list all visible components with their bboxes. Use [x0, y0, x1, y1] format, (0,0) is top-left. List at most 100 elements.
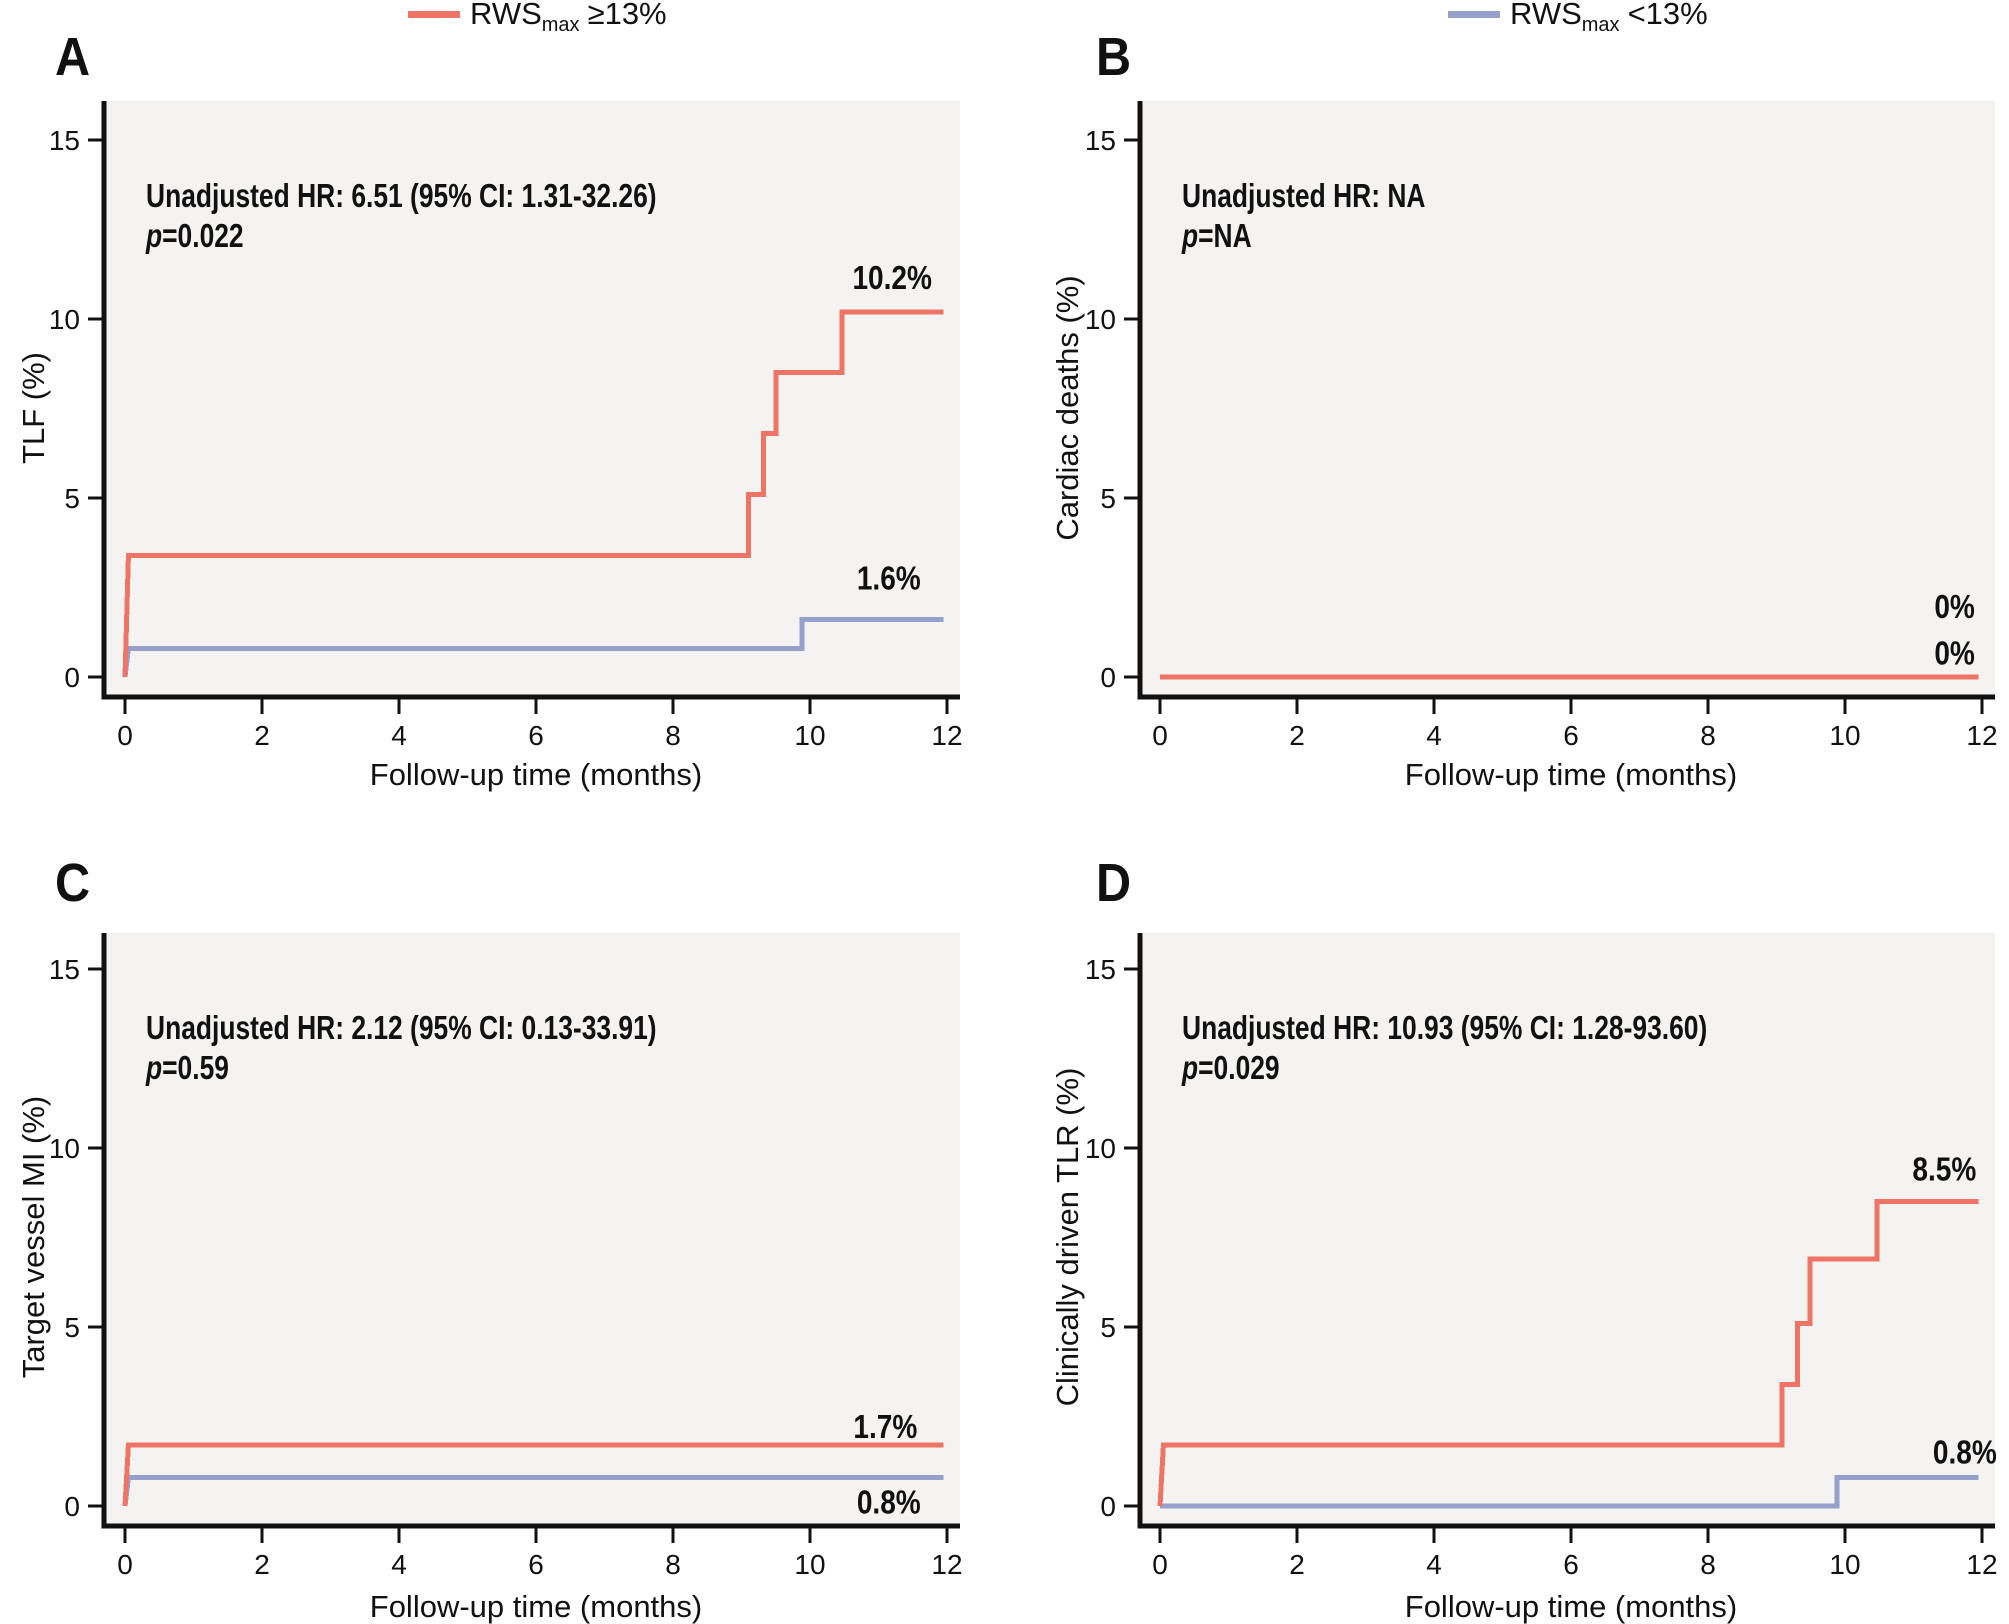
x-tick-label-b: 6: [1563, 720, 1579, 751]
annotation-p-symbol-c: p: [146, 1049, 163, 1086]
legend-item-high: RWSmax ≥13%: [0, 0, 700, 35]
x-tick-label-b: 0: [1152, 720, 1168, 751]
end-label-low-a: 1.6%: [857, 560, 921, 597]
legend-label-low-rws: RWS: [1510, 0, 1582, 31]
x-tick-label-a: 12: [931, 720, 962, 751]
legend-label-low-cmp: <13%: [1627, 0, 1708, 31]
x-tick-label-b: 4: [1426, 720, 1442, 751]
km-curve-high-c: [122, 1442, 944, 1507]
annotation-panel-b: Unadjusted HR: NA p=NA: [1182, 176, 1425, 256]
x-tick-label-b: 2: [1289, 720, 1305, 751]
annotation-p-d: p=0.029: [1182, 1048, 1707, 1088]
y-tick-label-d: 5: [1100, 1312, 1116, 1343]
x-tick-label-a: 2: [254, 720, 270, 751]
y-tick-label-a: 15: [49, 125, 80, 156]
annotation-panel-d: Unadjusted HR: 10.93 (95% CI: 1.28-93.60…: [1182, 1008, 1707, 1088]
y-tick-label-b: 10: [1085, 304, 1116, 335]
annotation-hr-a: Unadjusted HR: 6.51 (95% CI: 1.31-32.26): [146, 177, 657, 214]
legend-label-high-sub: max: [541, 14, 580, 37]
y-tick-label-a: 0: [64, 662, 80, 693]
x-tick-label-b: 10: [1829, 720, 1860, 751]
legend-line-high-icon: [408, 11, 460, 18]
x-tick-label-b: 12: [1966, 720, 1997, 751]
x-tick-label-d: 4: [1426, 1549, 1442, 1580]
x-tick-label-c: 6: [528, 1549, 544, 1580]
annotation-p-value-c: =0.59: [162, 1049, 229, 1086]
legend-label-low: RWSmax <13%: [1510, 0, 1708, 35]
x-tick-label-c: 12: [931, 1549, 962, 1580]
annotation-p-b: p=NA: [1182, 216, 1425, 256]
y-axis-title-a: TLF (%): [16, 352, 51, 464]
x-tick-label-c: 8: [665, 1549, 681, 1580]
y-tick-label-b: 5: [1100, 483, 1116, 514]
end-label-low-b: 0%: [1934, 589, 1975, 626]
legend-label-high-cmp: ≥13%: [587, 0, 667, 31]
panel-letter-b: B: [1096, 27, 1132, 87]
annotation-hr-c: Unadjusted HR: 2.12 (95% CI: 0.13-33.91): [146, 1009, 657, 1046]
y-tick-label-c: 5: [64, 1312, 80, 1343]
y-axis-title-d: Clinically driven TLR (%): [1050, 1067, 1085, 1407]
legend-label-low-sub: max: [1581, 14, 1620, 37]
x-tick-label-c: 10: [794, 1549, 825, 1580]
y-tick-label-b: 0: [1100, 662, 1116, 693]
annotation-p-symbol-a: p: [146, 217, 163, 254]
y-axis-title-b: Cardiac deaths (%): [1050, 275, 1085, 541]
end-label-low-d: 0.8%: [1933, 1434, 1997, 1471]
legend-item-low: RWSmax <13%: [1040, 0, 1740, 35]
y-axis-title-c: Target vessel MI (%): [16, 1095, 51, 1379]
annotation-p-a: p=0.022: [146, 216, 657, 256]
annotation-p-symbol-d: p: [1182, 1049, 1199, 1086]
km-curve-high-d: [1157, 1199, 1979, 1507]
x-axis-title-b: Follow-up time (months): [1404, 757, 1738, 792]
end-label-high-c: 1.7%: [853, 1409, 917, 1446]
annotation-hr-b: Unadjusted HR: NA: [1182, 177, 1426, 214]
x-tick-label-c: 2: [254, 1549, 270, 1580]
x-tick-label-d: 0: [1152, 1549, 1168, 1580]
x-axis-title-a: Follow-up time (months): [369, 757, 703, 792]
plot-area-a: [104, 101, 960, 697]
x-tick-label-a: 8: [665, 720, 681, 751]
legend-label-high: RWSmax ≥13%: [470, 0, 667, 35]
x-tick-label-d: 8: [1700, 1549, 1716, 1580]
y-tick-label-c: 10: [49, 1133, 80, 1164]
plot-area-c: [104, 933, 960, 1526]
x-tick-label-d: 2: [1289, 1549, 1305, 1580]
annotation-p-value-b: =NA: [1198, 217, 1252, 254]
end-label-low-c: 0.8%: [857, 1484, 921, 1521]
x-tick-label-d: 6: [1563, 1549, 1579, 1580]
y-tick-label-a: 5: [64, 483, 80, 514]
x-tick-label-b: 8: [1700, 720, 1716, 751]
y-tick-label-d: 0: [1100, 1491, 1116, 1522]
x-tick-label-a: 4: [391, 720, 407, 751]
x-tick-label-d: 10: [1829, 1549, 1860, 1580]
end-label-high-d: 8.5%: [1912, 1151, 1976, 1188]
annotation-panel-c: Unadjusted HR: 2.12 (95% CI: 0.13-33.91)…: [146, 1008, 657, 1088]
y-tick-label-d: 10: [1085, 1133, 1116, 1164]
annotation-panel-a: Unadjusted HR: 6.51 (95% CI: 1.31-32.26)…: [146, 176, 657, 256]
panel-letter-c: C: [55, 853, 91, 913]
y-tick-label-d: 15: [1085, 954, 1116, 985]
km-curve-high-a: [122, 309, 944, 678]
x-tick-label-d: 12: [1966, 1549, 1997, 1580]
km-curve-low-d: [1160, 1474, 1979, 1509]
x-axis-title-c: Follow-up time (months): [369, 1589, 703, 1624]
x-tick-label-c: 4: [391, 1549, 407, 1580]
x-tick-label-a: 6: [528, 720, 544, 751]
x-tick-label-c: 0: [117, 1549, 133, 1580]
end-label-high-a: 10.2%: [852, 260, 931, 297]
y-tick-label-c: 0: [64, 1491, 80, 1522]
y-tick-label-b: 15: [1085, 125, 1116, 156]
annotation-p-value-d: =0.029: [1198, 1049, 1280, 1086]
annotation-hr-d: Unadjusted HR: 10.93 (95% CI: 1.28-93.60…: [1182, 1009, 1708, 1046]
legend-label-high-rws: RWS: [470, 0, 542, 31]
end-label-high-b: 0%: [1934, 636, 1975, 673]
plot-area-d: [1140, 933, 1995, 1526]
annotation-p-c: p=0.59: [146, 1048, 657, 1088]
panel-letter-a: A: [55, 27, 91, 87]
x-tick-label-a: 10: [794, 720, 825, 751]
panel-letter-d: D: [1096, 853, 1132, 913]
legend-line-low-icon: [1448, 11, 1500, 18]
x-tick-label-a: 0: [117, 720, 133, 751]
